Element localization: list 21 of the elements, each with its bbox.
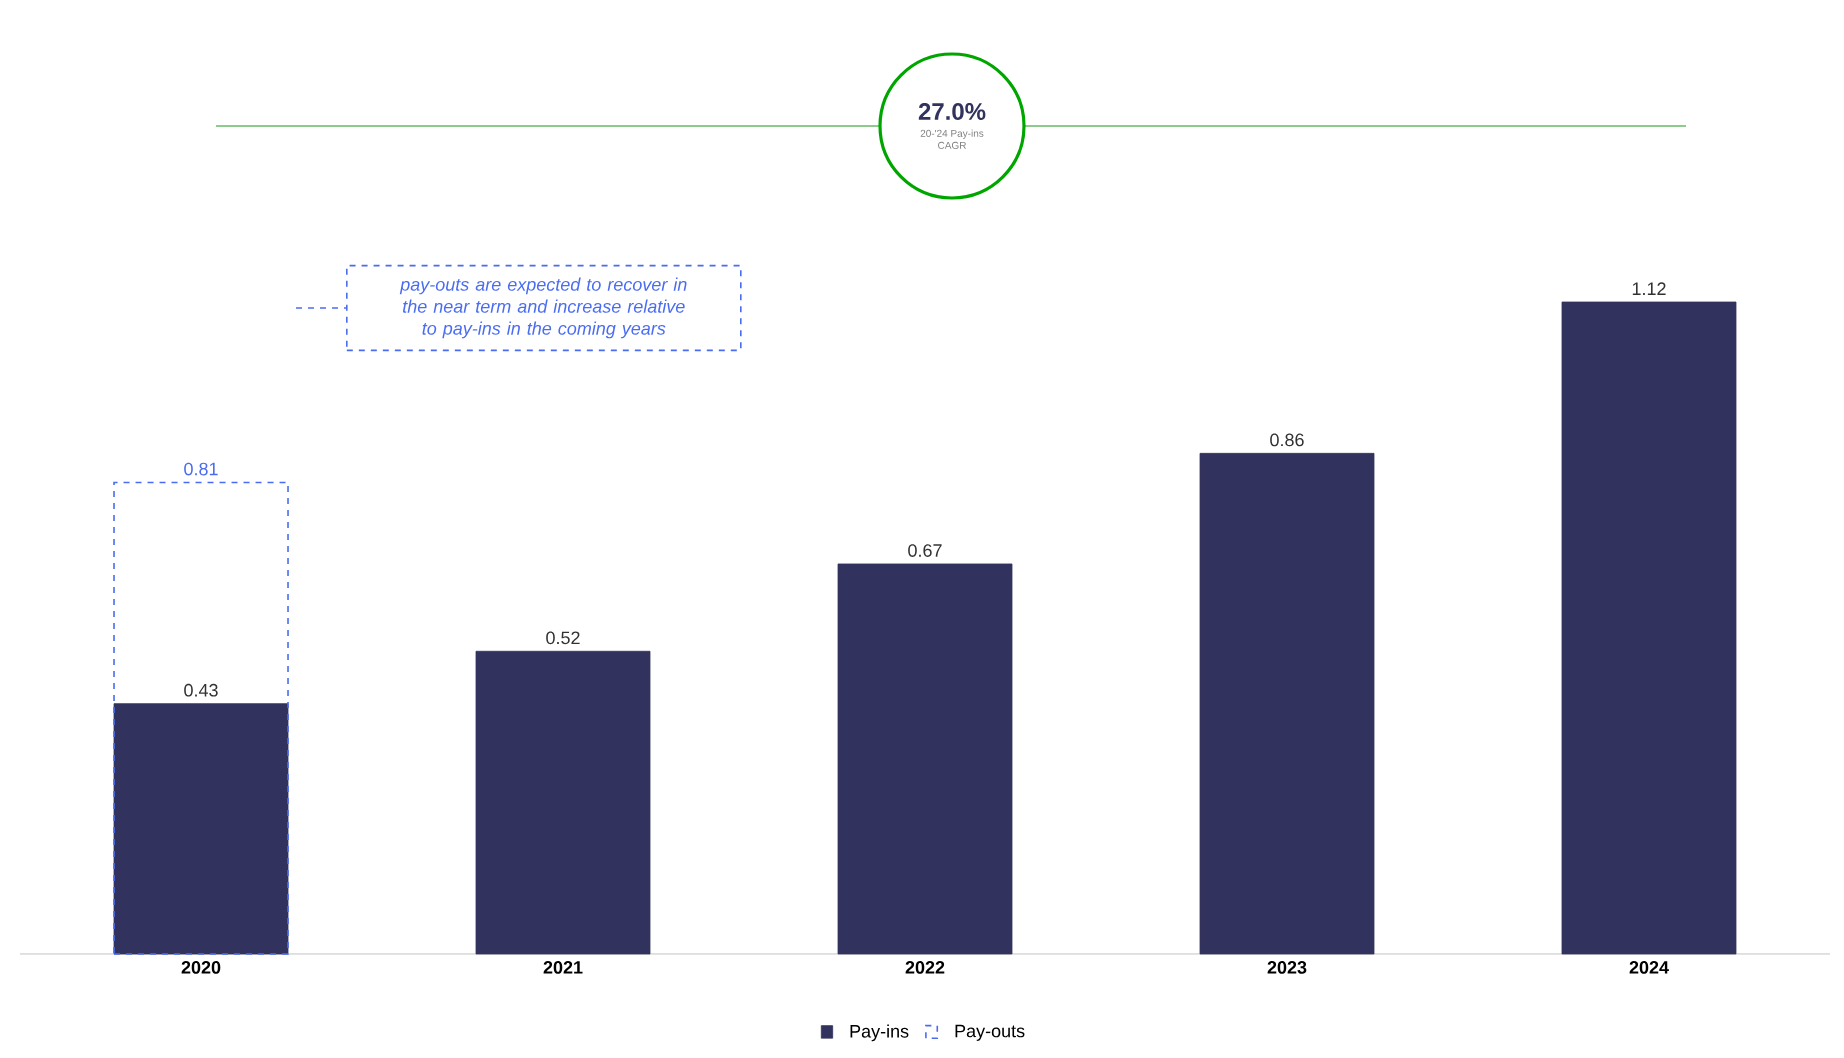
x-tick-label: 2022 <box>905 961 945 974</box>
x-tick-label: 2020 <box>181 961 221 974</box>
data-label: 0.52 <box>546 631 580 645</box>
bar <box>1199 452 1375 955</box>
data-label: 0.43 <box>184 683 218 697</box>
data-label: 0.81 <box>184 462 218 476</box>
data-label: 1.12 <box>1632 282 1666 295</box>
legend-label: Pay-outs <box>955 1024 1025 1041</box>
bar <box>113 703 289 955</box>
bar <box>1561 301 1737 955</box>
data-label: 0.86 <box>1270 433 1304 447</box>
annotation: pay-outs are expected to recover in the near term and increase relative to pay-ins in the coming years <box>399 277 687 339</box>
bar <box>837 563 1013 955</box>
bar <box>475 650 651 955</box>
data-label: 0.67 <box>908 544 942 557</box>
legend-label: Pay-ins <box>850 1024 909 1042</box>
bar <box>113 481 289 955</box>
text: 27.0% <box>918 103 986 120</box>
x-tick-label: 2024 <box>1629 961 1669 974</box>
x-tick-label: 2023 <box>1267 961 1307 974</box>
x-tick-label: 2021 <box>543 961 583 974</box>
